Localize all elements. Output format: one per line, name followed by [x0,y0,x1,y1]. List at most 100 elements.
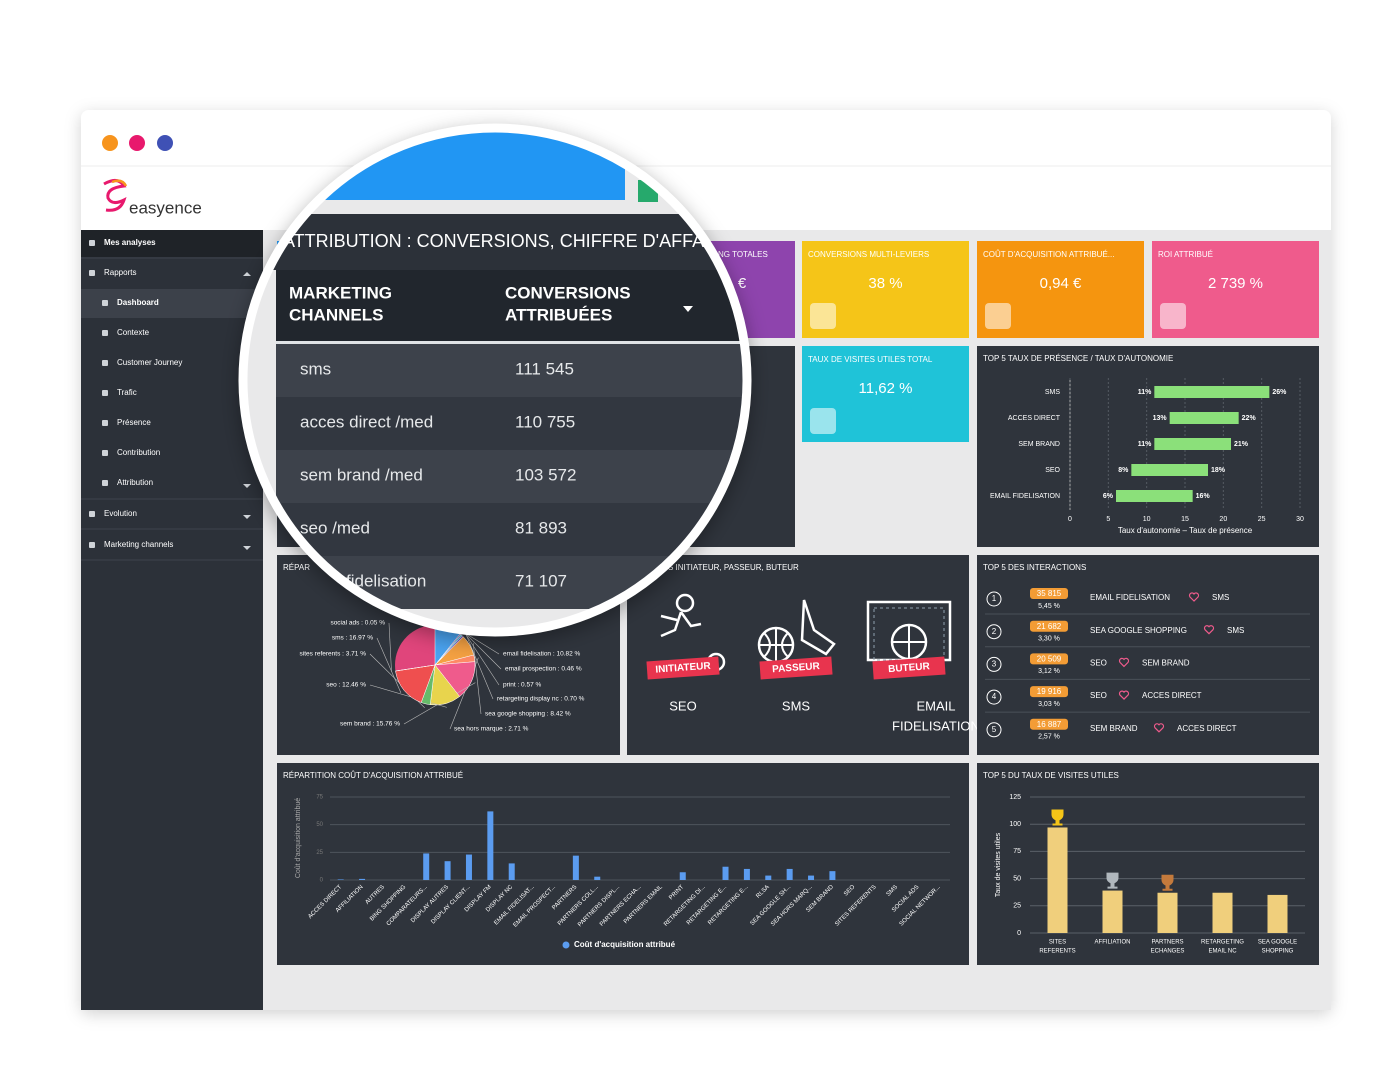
count-badge [1030,686,1068,698]
panel-title: S INITIATEUR, PASSEUR, BUTEUR [668,563,799,572]
table-header [276,270,747,342]
column-header: ATTRIBUÉES [505,305,612,324]
bar [829,871,836,880]
legend-label: Coût d'acquisition attribué [574,940,676,949]
kpi-title: COÛT D'ACQUISITION ATTRIBUÉ... [983,250,1114,259]
leader-line [376,637,402,693]
logo-mark [111,179,128,187]
data-label: sites referents : 3.71 % [300,651,367,658]
channel-to: SEM BRAND [1142,659,1190,668]
sidebar-item[interactable]: Marketing channels [104,540,173,549]
sidebar-item[interactable]: Dashboard [117,298,159,307]
window-dot[interactable] [102,135,118,151]
leader-line [462,630,502,670]
count-badge [1030,718,1068,730]
y-tick-label: SEM BRAND [1018,441,1060,448]
bar [743,868,750,880]
channel-to: ACCES DIRECT [1177,724,1237,733]
legend-swatch [562,941,570,949]
conversions-cell: 103 572 [515,465,576,484]
y-axis-label: Coût d'acquisition attribué [295,798,302,878]
rank-circle [986,689,1002,705]
rank-circle [986,722,1002,738]
sidebar-item-active [81,289,263,318]
data-label: sem brand : 15.76 % [340,721,400,728]
magnifier-ring [238,123,752,637]
bar [465,854,472,880]
badge [872,656,946,680]
x-tick-label: SITES [1049,940,1066,946]
data-label: sea hors marque : 2.71 % [454,726,529,733]
panel [977,555,1319,755]
bar [1157,892,1178,933]
y-axis-label: Taux de visites utiles [995,832,1002,897]
column-header: CHANNELS [289,305,383,324]
range-bar [1169,412,1239,424]
panel [627,555,969,755]
y-tick-label: 50 [1013,875,1021,882]
data-label: 16% [1196,493,1211,500]
leader-line [463,631,500,686]
sidebar-item-bg [81,230,263,257]
x-tick-label: SEA GOOGLE [1258,940,1297,946]
table-title: ATTRIBUTION : CONVERSIONS, CHIFFRE D'AFF… [283,231,704,251]
bar [679,872,686,880]
channel-cell: sem brand /med [300,465,423,484]
sidebar-icon [102,360,108,366]
panel-title: TOP 5 DES INTERACTIONS [983,563,1086,572]
sidebar-item[interactable]: Contribution [117,448,160,457]
leader-line [465,633,494,700]
kpi-icon [985,303,1011,329]
sort-caret[interactable] [683,306,693,312]
sidebar-item[interactable]: Présence [117,418,151,427]
channel-from: SEM BRAND [1090,724,1138,733]
range-bar [1154,386,1270,398]
sidebar-item[interactable]: Rapports [104,268,136,277]
icon [892,625,926,659]
sidebar-icon [102,450,108,456]
header [81,166,1331,230]
pie-slice [395,664,436,672]
x-axis-label: Taux d'autonomie – Taux de présence [1118,526,1253,535]
sidebar-icon [89,511,95,517]
window-dot[interactable] [157,135,173,151]
caret [243,272,251,276]
sidebar-item[interactable]: Evolution [104,509,137,518]
badge [646,656,720,680]
x-tick-label: SHOPPING [1262,949,1294,955]
channel-cell: acces direct /med [300,412,433,431]
bar [808,875,815,880]
icon [675,593,695,613]
kpi-icon [1160,303,1186,329]
count-badge [1030,653,1068,665]
chart-title: TOP 5 TAUX DE PRÉSENCE / TAUX D'AUTONOMI… [983,354,1173,363]
sidebar-item[interactable]: Contexte [117,328,150,337]
data-label: 22% [1242,415,1257,422]
bar [359,878,366,880]
rank: 5 [992,725,997,734]
sidebar-item[interactable]: Customer Journey [117,358,182,367]
sidebar-item[interactable]: Mes analyses [104,238,156,247]
x-tick-label: EMAIL NC [1208,949,1237,955]
logo: easyence [129,198,202,217]
bar [572,855,579,880]
bar [508,863,515,880]
conversions-cell: 110 755 [515,412,575,431]
conversions-cell: 81 893 [515,518,567,537]
sidebar-item[interactable]: Attribution [117,478,153,487]
bar [722,866,729,880]
trophy-icon [1161,874,1174,891]
x-tick-label: 25 [1258,516,1266,523]
sidebar-icon [102,330,108,336]
y-tick-label: 125 [1009,794,1021,801]
x-tick-label: 15 [1181,516,1189,523]
window-dot[interactable] [129,135,145,151]
x-tick-label: 10 [1143,516,1151,523]
rank: 3 [992,660,997,669]
rank: 4 [992,692,997,701]
pie-slice [395,664,436,703]
data-label: email prospection : 0.46 % [505,666,582,673]
icon [800,599,836,656]
sidebar-item[interactable]: Trafic [117,388,137,397]
